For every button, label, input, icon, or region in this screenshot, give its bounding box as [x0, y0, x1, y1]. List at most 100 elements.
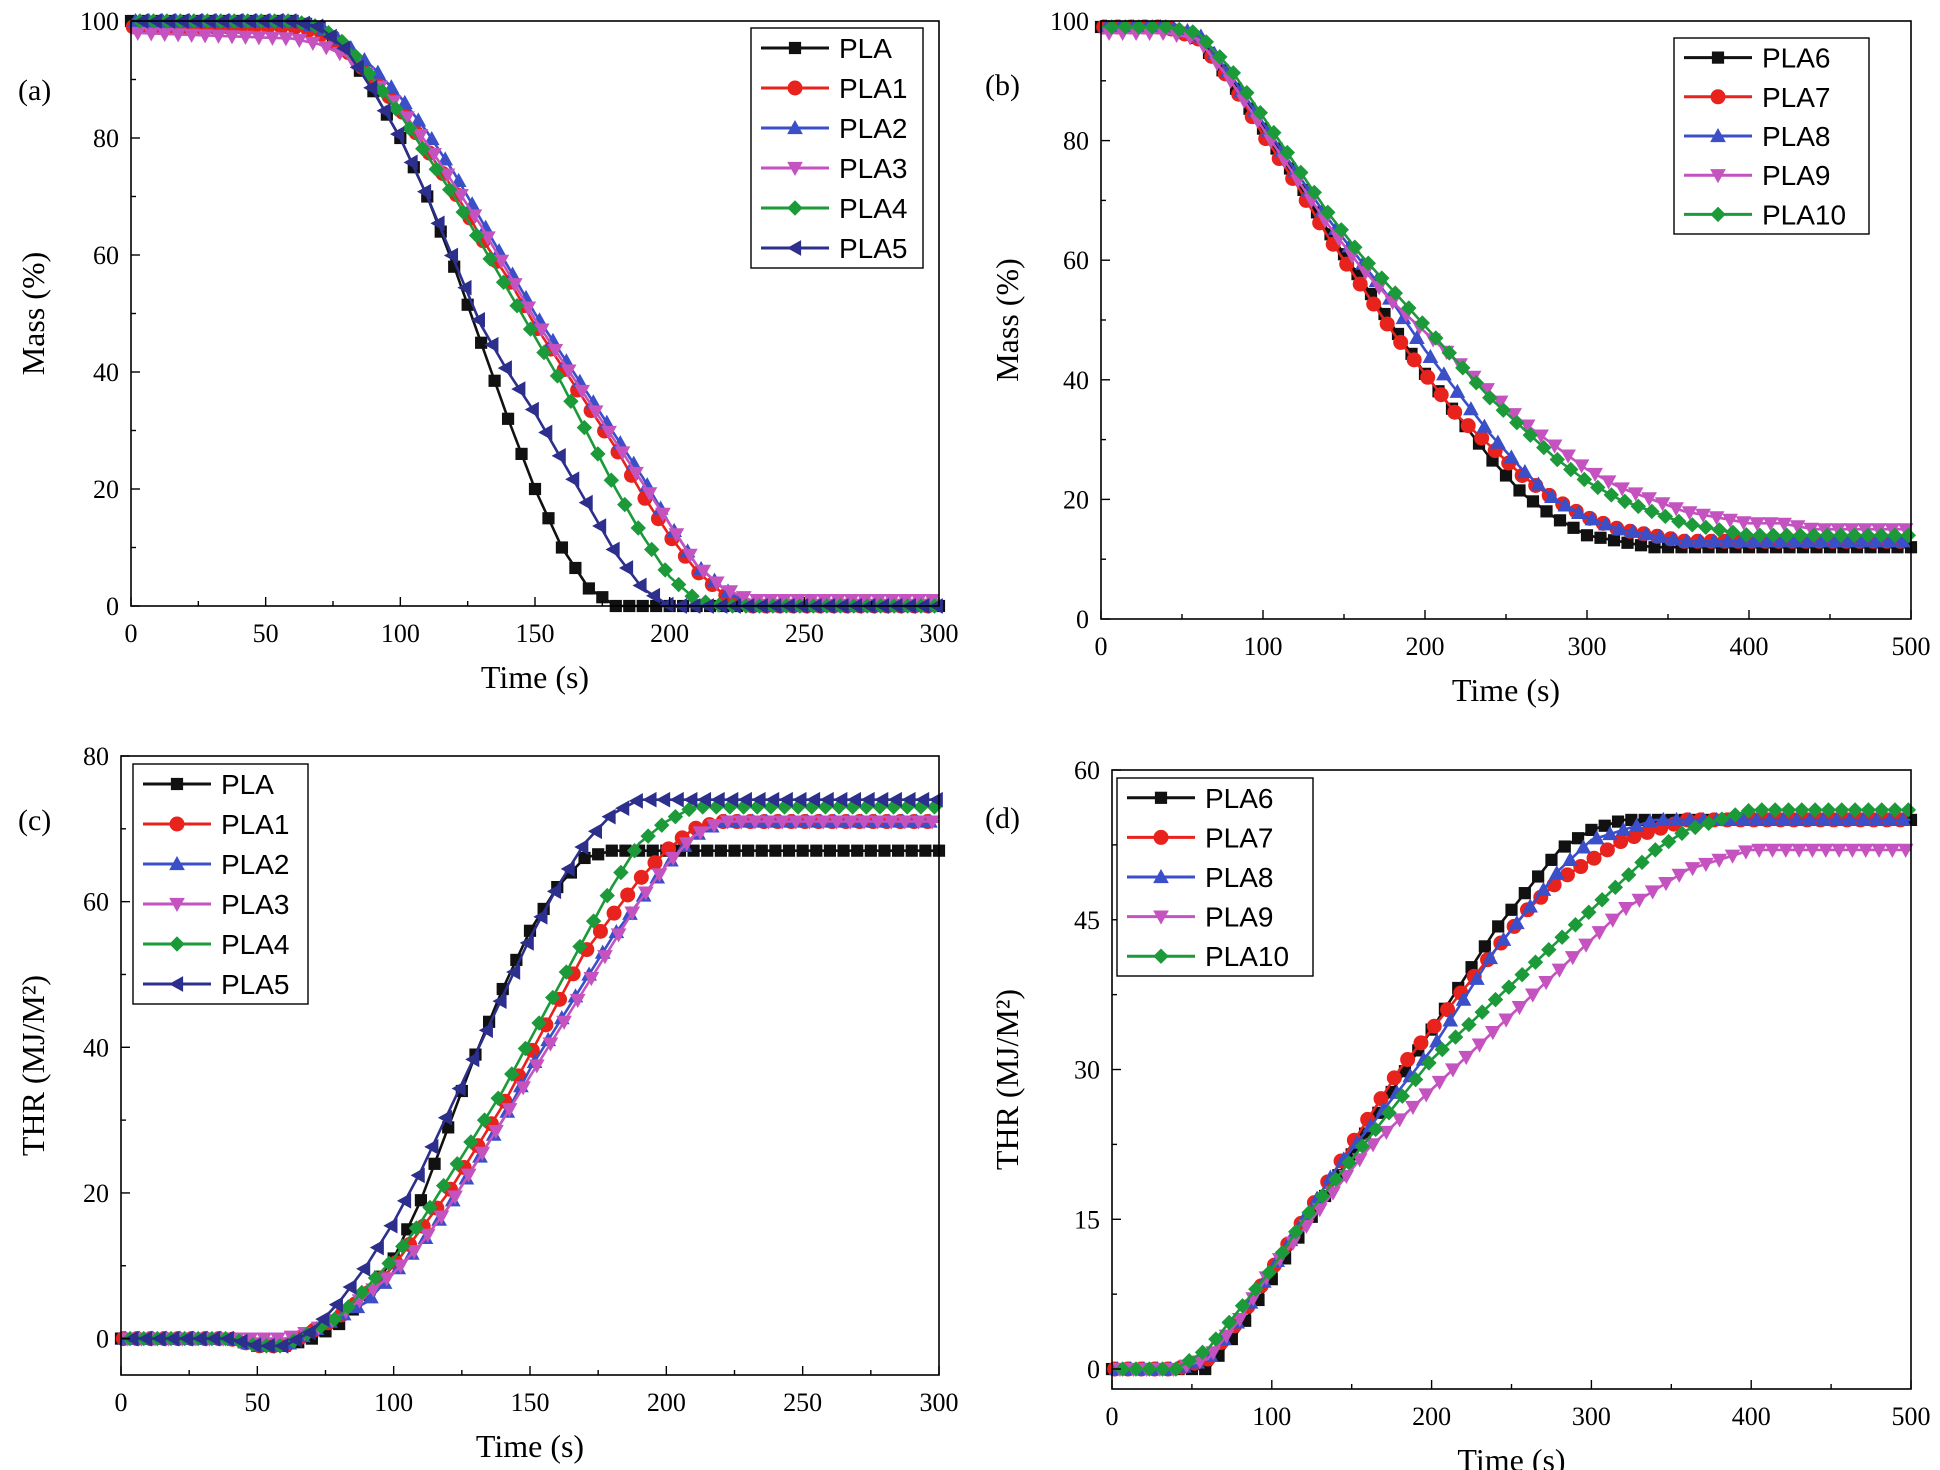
chart-panel-a: 0 50 100 150 200 250 300 0 20 40 60 80 100 Time (s) Ma…: [15, 7, 959, 695]
data-point: [1738, 845, 1754, 860]
data-point: [1391, 1113, 1408, 1128]
data-point: [1700, 815, 1717, 831]
data-point: [815, 815, 831, 830]
data-point: [1420, 369, 1436, 385]
data-point: [1409, 329, 1425, 345]
data-point: [478, 1022, 493, 1039]
data-point: [1279, 144, 1296, 161]
legend-label: PLA1: [221, 809, 290, 840]
data-point: [447, 1190, 463, 1205]
data-point: [1117, 19, 1134, 35]
data-point: [390, 126, 405, 142]
data-point: [1587, 467, 1603, 483]
legend-item-PLA7: PLA7: [1127, 822, 1274, 853]
data-point: [1881, 811, 1898, 827]
data-point: [376, 102, 391, 119]
data-point: [574, 839, 589, 855]
chart-panel-d: 0 100 200 300 400 500 0 15 30 45 60 Time (s) THR (MJ…: [985, 756, 1931, 1470]
data-point: [1599, 842, 1615, 858]
data-point: [1625, 523, 1641, 538]
legend-label: PLA: [839, 33, 892, 64]
data-point: [1679, 533, 1695, 548]
data-point: [1598, 819, 1611, 832]
data-point: [414, 1194, 428, 1207]
data-point: [1695, 508, 1711, 523]
data-point: [701, 844, 714, 857]
x-tick-label: 300: [1572, 1402, 1611, 1431]
x-tick-label: 200: [647, 1388, 686, 1417]
x-tick-label: 100: [374, 1388, 413, 1417]
data-point: [493, 254, 510, 269]
data-point: [1575, 839, 1592, 854]
data-point: [1366, 296, 1382, 312]
data-point: [706, 819, 722, 834]
data-point: [1551, 963, 1568, 978]
data-point: [590, 446, 606, 462]
x-tick-label: 0: [1095, 632, 1108, 661]
data-point: [1436, 366, 1452, 381]
legend-item-PLA6: PLA6: [1127, 783, 1274, 814]
data-point: [578, 494, 593, 511]
data-point: [1458, 1050, 1475, 1066]
data-point: [1471, 1038, 1488, 1053]
data-point: [1586, 850, 1602, 866]
data-point: [1887, 527, 1903, 543]
data-point: [1652, 528, 1668, 543]
data-point: [626, 842, 643, 859]
data-point: [560, 364, 577, 379]
data-point: [1367, 1121, 1384, 1138]
data-point: [869, 815, 886, 830]
legend-item-PLA10: PLA10: [1684, 199, 1846, 230]
data-point: [1533, 429, 1549, 444]
chart-panel-c: 0 50 100 150 200 250 300 0 20 40 60 80 Time (s) THR (…: [15, 742, 959, 1464]
data-point: [1325, 1186, 1341, 1201]
data-point: [206, 1330, 221, 1347]
data-point: [1607, 534, 1621, 547]
data-point: [647, 855, 663, 871]
data-point: [515, 1081, 532, 1096]
data-point: [374, 83, 391, 99]
data-point: [1576, 471, 1593, 488]
data-point: [449, 1156, 465, 1172]
data-point: [633, 869, 649, 885]
legend-label: PLA5: [839, 233, 908, 264]
data-point: [735, 591, 752, 606]
data-point: [1455, 991, 1472, 1006]
data-point: [408, 1220, 425, 1236]
data-point: [1588, 830, 1605, 845]
data-point: [1660, 833, 1677, 850]
data-point: [1509, 414, 1525, 431]
data-point: [1433, 387, 1449, 403]
data-point: [1807, 802, 1823, 818]
data-point: [1394, 1088, 1411, 1104]
data-point: [336, 40, 351, 57]
x-tick-label: 100: [1252, 1402, 1291, 1431]
data-point: [1735, 516, 1752, 531]
legend-label: PLA4: [221, 929, 290, 960]
legend-label: PLA8: [1762, 121, 1831, 152]
data-point: [301, 1324, 316, 1341]
x-tick-label: 200: [1412, 1402, 1451, 1431]
legend-item-PLA2: PLA2: [143, 849, 290, 880]
legend-item-PLA4: PLA4: [761, 193, 908, 224]
data-point: [1544, 488, 1560, 504]
data-point: [1591, 926, 1608, 941]
data-point: [805, 791, 821, 808]
data-point: [851, 844, 864, 857]
legend-marker: [1710, 206, 1726, 223]
data-point: [1181, 1353, 1197, 1369]
data-point: [515, 447, 528, 460]
data-point: [810, 844, 823, 857]
data-point: [1333, 222, 1350, 238]
data-point: [165, 1330, 180, 1347]
data-point: [558, 964, 575, 980]
data-point: [474, 1146, 491, 1161]
series-group: [114, 791, 946, 1354]
data-point: [1668, 811, 1685, 827]
data-point: [1708, 511, 1725, 526]
y-tick-label: 60: [1063, 246, 1089, 275]
data-point: [1407, 1071, 1424, 1088]
data-point: [892, 844, 905, 857]
data-point: [1789, 520, 1806, 535]
data-point: [1374, 270, 1390, 286]
